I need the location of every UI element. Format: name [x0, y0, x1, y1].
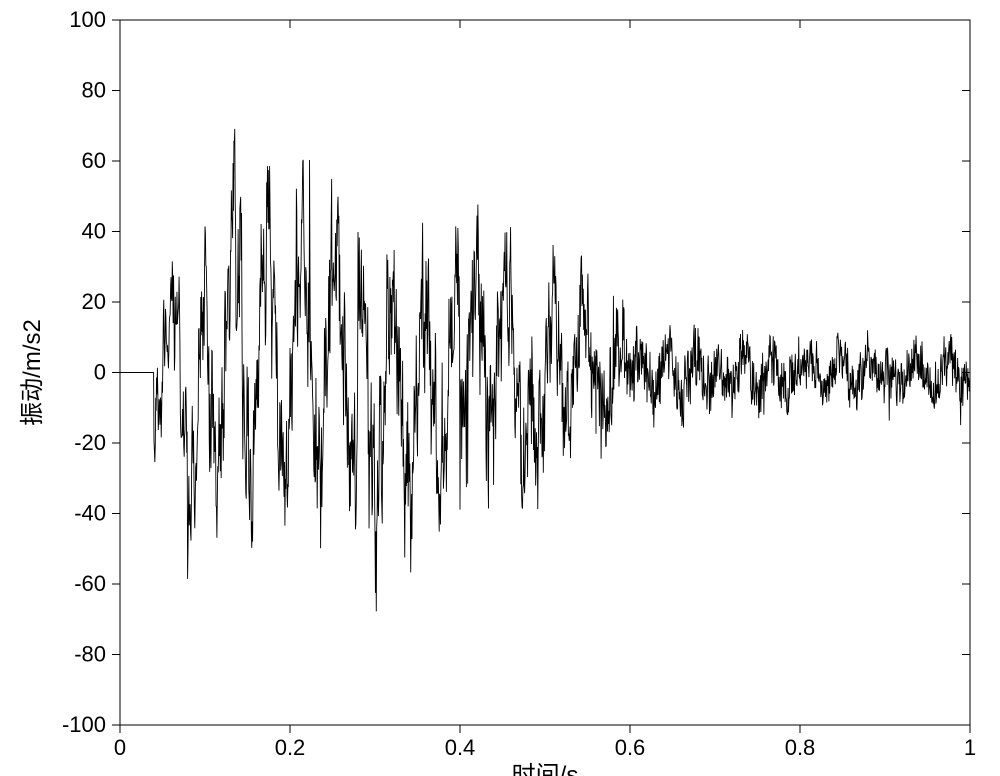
x-tick-label: 0.4	[445, 735, 476, 760]
x-tick-label: 0.8	[785, 735, 816, 760]
y-tick-label: -80	[74, 642, 106, 667]
x-axis-label: 时间/s	[512, 762, 579, 776]
y-tick-label: -100	[62, 712, 106, 737]
y-tick-label: -60	[74, 571, 106, 596]
y-tick-label: 0	[94, 360, 106, 385]
y-tick-label: -20	[74, 430, 106, 455]
y-tick-label: 20	[82, 289, 106, 314]
x-tick-label: 1	[964, 735, 976, 760]
vibration-signal-chart: 0 0.2 0.4 0.6 0.8 1 -100 -80 -60 -40 -20 0 20 40 60 80…	[0, 0, 1000, 776]
x-tick-label: 0	[114, 735, 126, 760]
y-tick-label: 100	[69, 7, 106, 32]
y-tick-label: -40	[74, 501, 106, 526]
x-tick-label: 0.6	[615, 735, 646, 760]
y-axis-label: 振动/m/s2	[19, 319, 46, 426]
y-tick-label: 80	[82, 78, 106, 103]
plot-svg: 0 0.2 0.4 0.6 0.8 1 -100 -80 -60 -40 -20 0 20 40 60 80…	[0, 0, 1000, 776]
y-tick-label: 40	[82, 219, 106, 244]
signal-line	[120, 129, 970, 611]
y-tick-label: 60	[82, 148, 106, 173]
x-tick-label: 0.2	[275, 735, 306, 760]
